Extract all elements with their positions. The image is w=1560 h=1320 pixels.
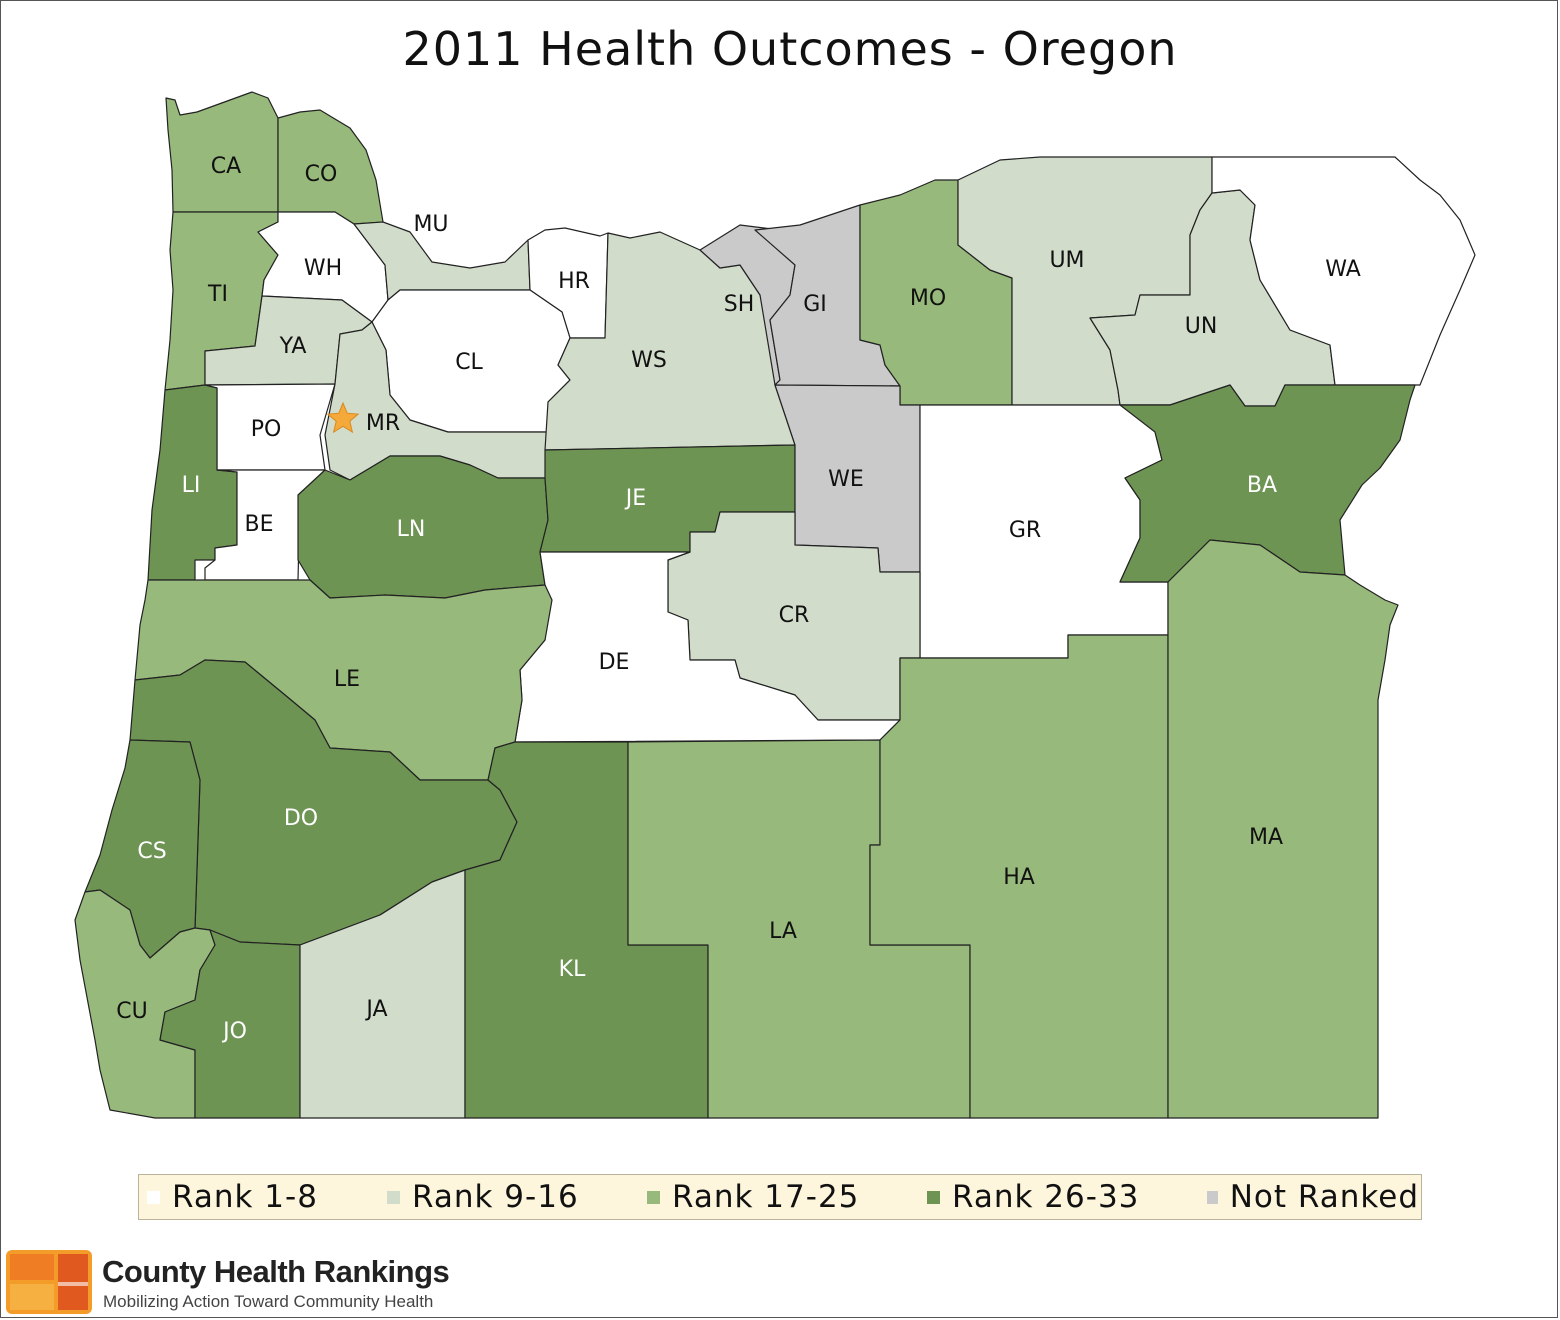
county-label-je: JE	[624, 486, 646, 511]
county-label-mr: MR	[366, 411, 400, 436]
county-label-ln: LN	[397, 517, 426, 542]
legend-item-rank-1-8: Rank 1-8	[139, 1175, 379, 1219]
county-label-hr: HR	[558, 269, 590, 294]
brand-tagline: Mobilizing Action Toward Community Healt…	[103, 1292, 434, 1311]
legend-label: Rank 26-33	[952, 1179, 1140, 1215]
legend-swatch	[387, 1190, 400, 1204]
legend-item-rank-17-25: Rank 17-25	[639, 1175, 919, 1219]
county-label-gi: GI	[803, 292, 827, 317]
county-label-co: CO	[305, 162, 338, 187]
county-label-ha: HA	[1003, 865, 1035, 890]
county-label-be: BE	[245, 512, 274, 537]
county-gr	[919, 404, 1171, 659]
legend-label: Not Ranked	[1229, 1179, 1419, 1215]
map-legend: Rank 1-8 Rank 9-16 Rank 17-25 Rank 26-33…	[138, 1174, 1422, 1220]
legend-item-rank-26-33: Rank 26-33	[919, 1175, 1199, 1219]
county-label-cr: CR	[779, 603, 810, 628]
county-label-de: DE	[599, 650, 630, 675]
county-label-ti: TI	[207, 282, 228, 307]
county-ba	[1119, 384, 1416, 583]
county-label-un: UN	[1185, 314, 1218, 339]
county-label-ja: JA	[364, 997, 387, 1022]
county-mu	[353, 221, 531, 301]
legend-item-not-ranked: Not Ranked	[1199, 1175, 1419, 1219]
county-label-sh: SH	[724, 292, 755, 317]
legend-label: Rank 9-16	[412, 1179, 579, 1215]
county-label-le: LE	[334, 667, 360, 692]
legend-swatch	[647, 1190, 660, 1204]
county-label-mu: MU	[413, 212, 448, 237]
legend-label: Rank 1-8	[172, 1179, 318, 1215]
county-label-gr: GR	[1009, 518, 1041, 543]
legend-item-rank-9-16: Rank 9-16	[379, 1175, 639, 1219]
county-label-wa: WA	[1325, 257, 1361, 282]
legend-swatch	[147, 1190, 160, 1204]
county-be	[204, 469, 326, 581]
county-label-ma: MA	[1249, 825, 1283, 850]
county-label-jo: JO	[221, 1019, 247, 1044]
county-label-cs: CS	[137, 839, 166, 864]
county-label-cu: CU	[116, 999, 147, 1024]
county-ca	[165, 91, 279, 213]
county-label-ws: WS	[631, 348, 667, 373]
county-jo	[159, 929, 301, 1119]
star-icon	[326, 401, 360, 434]
county-label-mo: MO	[910, 286, 946, 311]
county-ja	[299, 869, 466, 1119]
brand-name: County Health Rankings	[102, 1254, 450, 1289]
county-label-wh: WH	[304, 256, 342, 281]
county-health-rankings-brand: County Health Rankings Mobilizing Action…	[6, 1250, 526, 1316]
county-label-kl: KL	[559, 957, 586, 982]
legend-swatch	[927, 1190, 940, 1204]
legend-label: Rank 17-25	[672, 1179, 860, 1215]
county-label-po: PO	[251, 417, 282, 442]
county-label-we: WE	[828, 467, 864, 492]
county-label-ca: CA	[211, 154, 241, 179]
county-label-do: DO	[284, 806, 318, 831]
county-label-ba: BA	[1247, 473, 1277, 498]
county-label-ya: YA	[279, 334, 307, 359]
county-label-la: LA	[769, 919, 797, 944]
county-ma	[1167, 539, 1399, 1119]
county-label-cl: CL	[455, 350, 483, 375]
legend-swatch	[1207, 1190, 1218, 1204]
county-label-li: LI	[182, 473, 201, 498]
county-health-rankings-logo-icon	[6, 1250, 92, 1314]
map-title: 2011 Health Outcomes - Oregon	[402, 22, 1178, 76]
county-label-um: UM	[1049, 248, 1084, 273]
